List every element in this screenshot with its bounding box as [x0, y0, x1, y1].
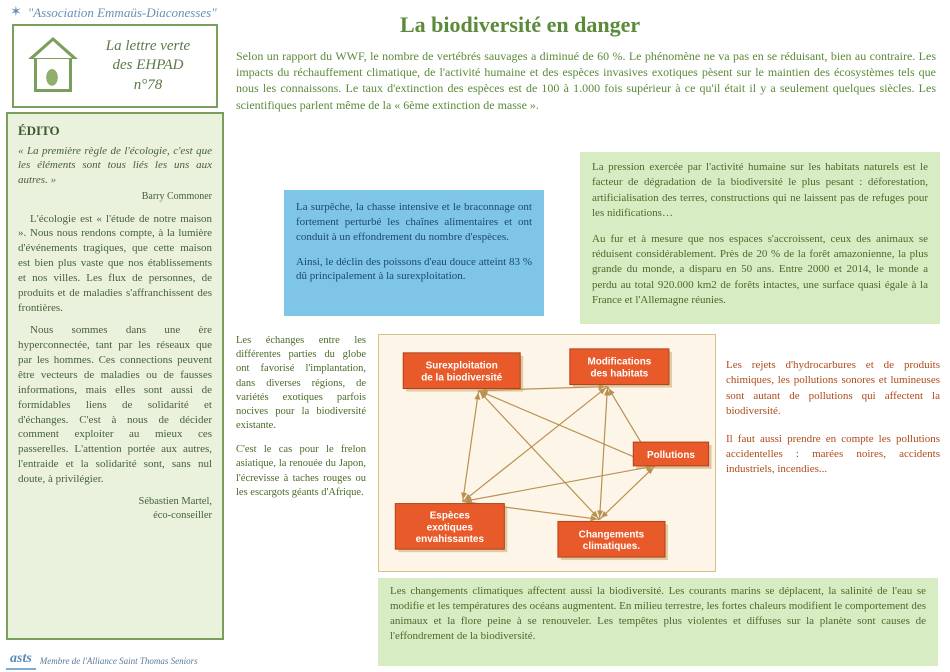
newsletter-title: La lettre verte des EHPAD n°78 [86, 37, 216, 96]
lettre-line1: La lettre verte [86, 37, 210, 57]
green-callout-bottom: Les changements climatiques affectent au… [378, 578, 938, 666]
edito-title: ÉDITO [18, 122, 212, 140]
svg-text:climatiques.: climatiques. [583, 541, 641, 552]
svg-text:envahissantes: envahissantes [416, 534, 485, 545]
lettre-num: n°78 [86, 76, 210, 96]
svg-text:Pollutions: Pollutions [647, 450, 695, 461]
green-bottom-text: Les changements climatiques affectent au… [390, 584, 926, 643]
logo-block: La lettre verte des EHPAD n°78 [12, 24, 218, 108]
svg-text:Modifications: Modifications [587, 357, 651, 368]
edito-quote-author: Barry Commoner [18, 190, 212, 204]
left-column-text: Les échanges entre les différentes parti… [236, 334, 366, 500]
header-association: ✶ "Association Emmaüs-Diaconesses" [10, 4, 217, 21]
blue-p2: Ainsi, le déclin des poissons d'eau douc… [296, 255, 532, 285]
house-leaf-icon [20, 33, 86, 99]
leftcol-p1: Les échanges entre les différentes parti… [236, 334, 366, 433]
association-name: "Association Emmaüs-Diaconesses" [28, 5, 217, 21]
edito-p2: Nous sommes dans une ère hyperconnectée,… [18, 323, 212, 486]
page-title: La biodiversité en danger [400, 12, 640, 38]
star-icon: ✶ [10, 4, 22, 21]
svg-text:Espèces: Espèces [430, 510, 471, 521]
edito-box: ÉDITO « La première règle de l'écologie,… [6, 112, 224, 640]
green-tr-p1: La pression exercée par l'activité humai… [592, 160, 928, 222]
asts-logo: asts [6, 651, 36, 670]
svg-text:Changements: Changements [579, 529, 645, 540]
biodiversity-network-diagram: Surexploitationde la biodiversité Modific… [378, 334, 716, 572]
edito-signature-name: Sébastien Martel, [18, 495, 212, 509]
footer-member-text: Membre de l'Alliance Saint Thomas Senior… [40, 656, 198, 666]
svg-text:de la biodiversité: de la biodiversité [421, 373, 502, 384]
rightcol-p1: Les rejets d'hydrocarbures et de produit… [726, 358, 940, 420]
leftcol-p2: C'est le cas pour le frelon asiatique, l… [236, 443, 366, 500]
footer: asts Membre de l'Alliance Saint Thomas S… [6, 651, 198, 670]
lettre-line2: des EHPAD [86, 56, 210, 76]
edito-p1: L'écologie est « l'étude de notre maison… [18, 212, 212, 316]
blue-callout: La surpêche, la chasse intensive et le b… [284, 190, 544, 316]
svg-text:Surexploitation: Surexploitation [426, 361, 498, 372]
green-tr-p2: Au fur et à mesure que nos espaces s'acc… [592, 232, 928, 309]
blue-p1: La surpêche, la chasse intensive et le b… [296, 200, 532, 245]
intro-paragraph: Selon un rapport du WWF, le nombre de ve… [236, 48, 936, 113]
edito-signature-role: éco-conseiller [18, 509, 212, 523]
svg-text:des habitats: des habitats [590, 369, 648, 380]
svg-text:exotiques: exotiques [427, 522, 474, 533]
right-column-text: Les rejets d'hydrocarbures et de produit… [726, 358, 940, 478]
green-callout-top: La pression exercée par l'activité humai… [580, 152, 940, 324]
rightcol-p2: Il faut aussi prendre en compte les poll… [726, 432, 940, 478]
edito-quote: « La première règle de l'écologie, c'est… [18, 144, 212, 189]
